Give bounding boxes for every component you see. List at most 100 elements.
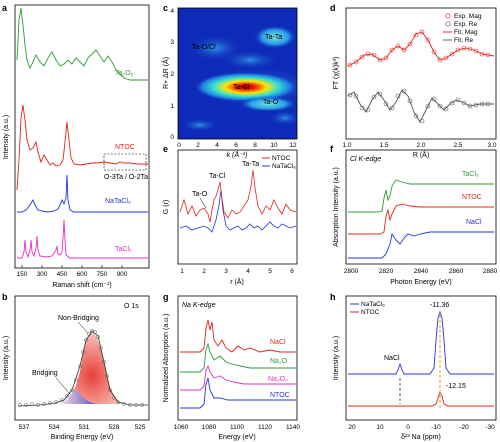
panel-f-label: f — [330, 144, 334, 154]
panel-a-ylabel: Intensity (a.u.) — [3, 115, 10, 159]
panel-a-xtick: 300 — [37, 271, 48, 278]
panel-h-xtick: -10 — [431, 424, 441, 431]
panel-a-xtick: 750 — [97, 271, 108, 278]
panel-c-ylabel: R+ ΔR (Å) — [161, 57, 170, 89]
panel-c: c R+ ΔR (Å) k (Å⁻¹) 0 2 4 6 8 10 12 0 1 — [161, 3, 298, 159]
panel-e-xticks: 1 2 3 4 5 6 — [180, 268, 294, 275]
panel-g-curve-ntoc — [180, 377, 296, 409]
panel-a: a Intensity (a.u.) Raman shift (cm⁻¹) 15… — [2, 3, 150, 289]
panel-c-heatmap — [178, 8, 297, 139]
panel-f-label-tacl5: TaCl₅ — [462, 171, 479, 178]
panel-h-ann-nacl: NaCl — [384, 355, 400, 362]
panel-b: b Intensity (a.u.) Binding Energy (eV) O… — [2, 292, 150, 441]
panel-d-legend-item: Exp. Re — [454, 21, 478, 28]
panel-a-frame — [14, 4, 150, 269]
panel-b-xticks: 537 534 531 528 525 — [19, 424, 146, 431]
panel-d-xlabel: R (Å) — [413, 150, 429, 159]
panel-b-xtick: 537 — [19, 424, 30, 431]
panel-f-title: Cl K-edge — [350, 156, 381, 163]
panel-e-xtick: 3 — [224, 268, 228, 275]
panel-e-legend-item: NTOC — [272, 155, 291, 162]
panel-h-xlabel: δ²³ Na (ppm) — [401, 434, 441, 441]
panel-b-title: O 1s — [124, 303, 139, 310]
panel-a-label-ta2o5: Ta₂O₅ — [115, 70, 134, 77]
panel-h-xtick: 10 — [376, 424, 384, 431]
panel-e-label: e — [163, 144, 168, 154]
panel-e: e G (r) r (Å) 1 2 3 4 5 6 Ta-Cl Ta-Ta Ta… — [163, 144, 298, 286]
panel-c-ytick: 0 — [170, 134, 174, 141]
panel-c-xtick: 10 — [270, 142, 278, 149]
panel-g-xlabel: Energy (eV) — [218, 434, 255, 441]
panel-a-label-natacl6: NaTaCl₆ — [105, 198, 131, 205]
panel-e-xtick: 2 — [202, 268, 206, 275]
panel-h-xtick: 0 — [406, 424, 410, 431]
panel-g-xtick: 1120 — [258, 424, 272, 431]
panel-f-ylabel: Absorption Intensity (a.u.) — [333, 167, 340, 247]
panel-d-xtick: 2.0 — [416, 142, 425, 149]
panel-h-label: h — [330, 292, 336, 302]
panel-f-xtick: 2860 — [449, 268, 464, 275]
panel-f-xlabel: Photon Energy (eV) — [390, 279, 451, 286]
panel-g-curve-na2o — [180, 342, 296, 373]
panel-h-legend-item: NTOC — [361, 309, 380, 316]
panel-f-curve-ntoc — [348, 203, 494, 235]
panel-f-curve-nacl — [348, 231, 494, 259]
panel-e-xtick: 4 — [246, 268, 250, 275]
panel-e-frame — [177, 149, 298, 265]
panel-f-xtick: 2800 — [344, 268, 359, 275]
panel-h-ann-shift1: -11.36 — [430, 302, 449, 309]
panel-f-xticks: 2800 2820 2840 2860 2880 — [344, 268, 498, 275]
panel-g-xtick: 1080 — [202, 424, 217, 431]
panel-d-xtick: 1.0 — [342, 142, 351, 149]
panel-a-curve-tacl5 — [17, 219, 148, 259]
panel-d-exp-re-points — [347, 88, 491, 124]
panel-d-xtick: 3.0 — [487, 142, 496, 149]
panel-d-fit-re — [347, 89, 494, 123]
panel-c-ann-taocl: Ta-O/Cl — [192, 44, 216, 51]
panel-c-ann-tao: Ta-O — [263, 99, 279, 106]
panel-c-xtick: 12 — [289, 142, 297, 149]
panel-e-ylabel: G (r) — [163, 200, 170, 214]
panel-d-legend: Exp. Mag Exp. Re Fit, Mag Fit, Re — [443, 13, 482, 44]
panel-h-xtick: 20 — [348, 424, 356, 431]
panel-h-xtick: -30 — [485, 424, 495, 431]
panel-f-label-nacl: NaCl — [466, 219, 482, 226]
panel-h-legend-item: NaTaCl₆ — [361, 301, 385, 308]
panel-d-legend-item: Exp. Mag — [454, 13, 482, 20]
panel-a-dashed-box — [103, 153, 147, 171]
panel-h-xticks: 20 10 0 -10 -20 -30 — [348, 424, 495, 431]
panel-a-box-note: O-3Ta / O-2Ta — [104, 174, 148, 181]
panel-d-label: d — [330, 3, 336, 13]
panel-b-label-bridging: Bridging — [32, 370, 58, 377]
panel-b-pointer-br — [55, 377, 71, 395]
panel-a-label-tacl5: TaCl₅ — [115, 246, 132, 253]
panel-f-xtick: 2840 — [414, 268, 429, 275]
panel-h-legend: NaTaCl₆ NTOC — [350, 301, 385, 316]
panel-g-title: Na K-edge — [182, 302, 216, 309]
panel-c-label: c — [163, 3, 168, 13]
panel-e-ann-tacl: Ta-Cl — [209, 173, 226, 180]
panel-d: d FT (χ(k)k³) R (Å) 1.0 1.5 2.0 2.5 3.0 — [330, 3, 497, 159]
panel-f-xtick: 2880 — [483, 268, 498, 275]
panel-c-ann-tata: Ta-Ta — [265, 34, 282, 41]
panel-a-xtick: 450 — [57, 271, 68, 278]
panel-h: h Intensity (a.u.) δ²³ Na (ppm) 20 10 0 … — [330, 292, 497, 441]
panel-e-curve-ntoc — [179, 169, 297, 223]
panel-h-frame — [345, 295, 497, 421]
panel-c-ytick: 1 — [170, 103, 174, 110]
panel-f-curve-tacl5 — [348, 179, 494, 213]
panel-g-curve-na2o2 — [180, 364, 296, 391]
panel-a-label-ntoc: NTOC — [115, 144, 135, 151]
panel-c-xticks: 0 2 4 6 8 10 12 — [177, 142, 297, 149]
panel-g-label-na2o2: Na₂O₂ — [268, 376, 288, 383]
panel-g-xtick: 1060 — [174, 424, 189, 431]
panel-h-ann-shift2: -12.15 — [446, 383, 466, 390]
panel-b-xtick: 531 — [79, 424, 90, 431]
panel-b-label: b — [2, 292, 8, 302]
panel-d-xticks: 1.0 1.5 2.0 2.5 3.0 — [342, 142, 496, 149]
panel-a-curve-natacl6 — [17, 174, 148, 213]
panel-c-xtick: 2 — [196, 142, 200, 149]
panel-e-xlabel: r (Å) — [230, 277, 244, 286]
panel-g-label: g — [163, 292, 169, 302]
